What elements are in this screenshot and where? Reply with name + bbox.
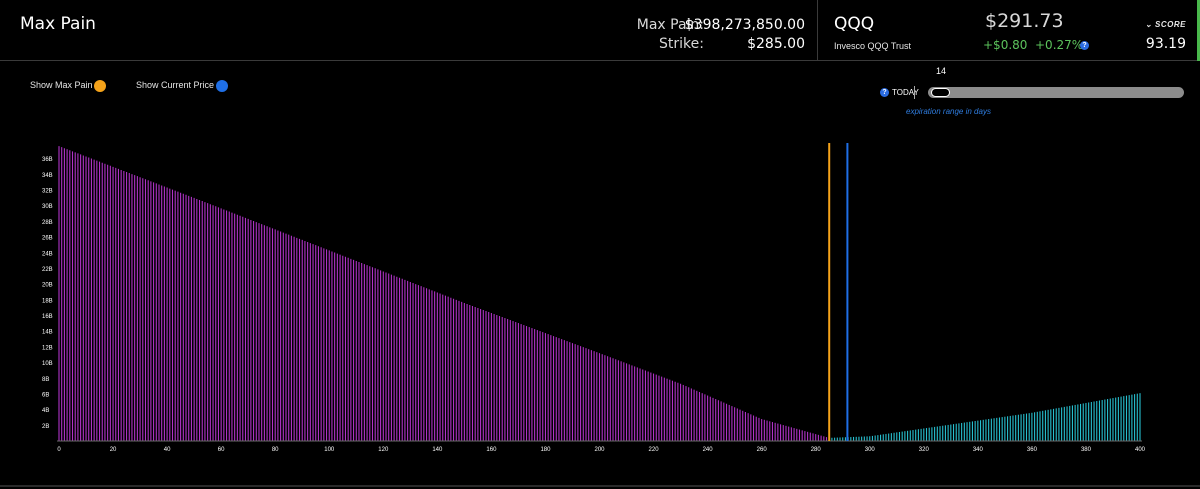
- x-tick-label: 140: [432, 447, 443, 453]
- show-max-pain-toggle[interactable]: [94, 80, 106, 92]
- price-change: +$0.80: [983, 38, 1028, 52]
- range-caption: expiration range in days: [906, 107, 991, 116]
- score-label-text: SCORE: [1155, 20, 1186, 29]
- y-tick-label: 2B: [42, 424, 49, 430]
- x-tick-label: 240: [703, 447, 714, 453]
- y-tick-label: 34B: [42, 173, 53, 179]
- x-tick-label: 320: [919, 447, 930, 453]
- x-tick-label: 220: [649, 447, 660, 453]
- y-tick-label: 26B: [42, 236, 53, 242]
- show-current-price-label[interactable]: Show Current Price: [136, 80, 215, 90]
- ticker-symbol[interactable]: QQQ: [834, 14, 875, 34]
- today-label: ? TODAY: [880, 88, 919, 98]
- x-tick-label: 180: [540, 447, 551, 453]
- y-tick-label: 28B: [42, 220, 53, 226]
- y-tick-label: 24B: [42, 251, 53, 257]
- y-tick-label: 16B: [42, 314, 53, 320]
- bottom-divider: [0, 485, 1200, 487]
- range-value: 14: [936, 66, 947, 76]
- y-tick-label: 36B: [42, 157, 53, 163]
- x-tick-label: 100: [324, 447, 335, 453]
- x-tick-label: 0: [57, 447, 61, 453]
- header-divider: [817, 0, 818, 60]
- y-tick-label: 8B: [42, 377, 49, 383]
- expiration-range-slider[interactable]: [928, 87, 1184, 98]
- y-tick-label: 18B: [42, 298, 53, 304]
- x-tick-label: 20: [110, 447, 117, 453]
- y-tick-label: 6B: [42, 392, 49, 398]
- x-tick-label: 160: [486, 447, 497, 453]
- current-price: $291.73: [985, 10, 1064, 32]
- y-axis: 2B 4B 6B 8B 10B 12B 14B 16B 18B 20B 22B 24B 26B 28B 30…: [42, 157, 53, 430]
- y-tick-label: 32B: [42, 189, 53, 195]
- status-edge: [1197, 0, 1200, 61]
- show-current-price-toggle[interactable]: [216, 80, 228, 92]
- x-tick-label: 300: [865, 447, 876, 453]
- score-value: 93.19: [1145, 36, 1186, 52]
- x-tick-label: 120: [378, 447, 389, 453]
- x-tick-label: 40: [164, 447, 171, 453]
- x-axis: 0 20 40 60 80 100 120 140 160 180 200 220 240 260 280 3…: [57, 447, 1145, 453]
- x-tick-label: 260: [757, 447, 768, 453]
- y-tick-label: 30B: [42, 204, 53, 210]
- page-title: Max Pain: [20, 14, 96, 34]
- show-max-pain-label[interactable]: Show Max Pain: [30, 80, 93, 90]
- x-tick-label: 280: [811, 447, 822, 453]
- y-tick-label: 4B: [42, 408, 49, 414]
- x-tick-label: 80: [272, 447, 279, 453]
- x-tick-label: 340: [973, 447, 984, 453]
- y-tick-label: 12B: [42, 345, 53, 351]
- max-pain-value: $398,273,850.00: [684, 17, 805, 33]
- score-logo-icon: ⌄: [1145, 20, 1156, 29]
- max-pain-label: Max Pain:: [636, 17, 704, 33]
- expiration-range-handle[interactable]: [931, 88, 950, 97]
- y-tick-label: 22B: [42, 267, 53, 273]
- x-tick-label: 360: [1027, 447, 1038, 453]
- x-tick-label: 200: [594, 447, 605, 453]
- price-change-percent: +0.27%: [1035, 38, 1084, 52]
- x-tick-label: 400: [1135, 447, 1146, 453]
- strike-label: Strike:: [659, 36, 704, 52]
- y-tick-label: 20B: [42, 283, 53, 289]
- today-marker: [914, 86, 915, 99]
- company-name: Invesco QQQ Trust: [834, 41, 912, 51]
- x-tick-label: 380: [1081, 447, 1092, 453]
- score-label: ⌄ SCORE: [1145, 20, 1186, 29]
- x-tick-label: 60: [218, 447, 225, 453]
- help-icon[interactable]: ?: [1080, 41, 1089, 50]
- y-tick-label: 14B: [42, 330, 53, 336]
- header-bar: Max Pain Max Pain: $398,273,850.00 Strik…: [0, 0, 1200, 61]
- strike-value: $285.00: [747, 36, 805, 52]
- bar-series: [58, 146, 1141, 441]
- today-help-icon[interactable]: ?: [880, 88, 889, 98]
- y-tick-label: 10B: [42, 361, 53, 367]
- today-text: TODAY: [892, 88, 919, 97]
